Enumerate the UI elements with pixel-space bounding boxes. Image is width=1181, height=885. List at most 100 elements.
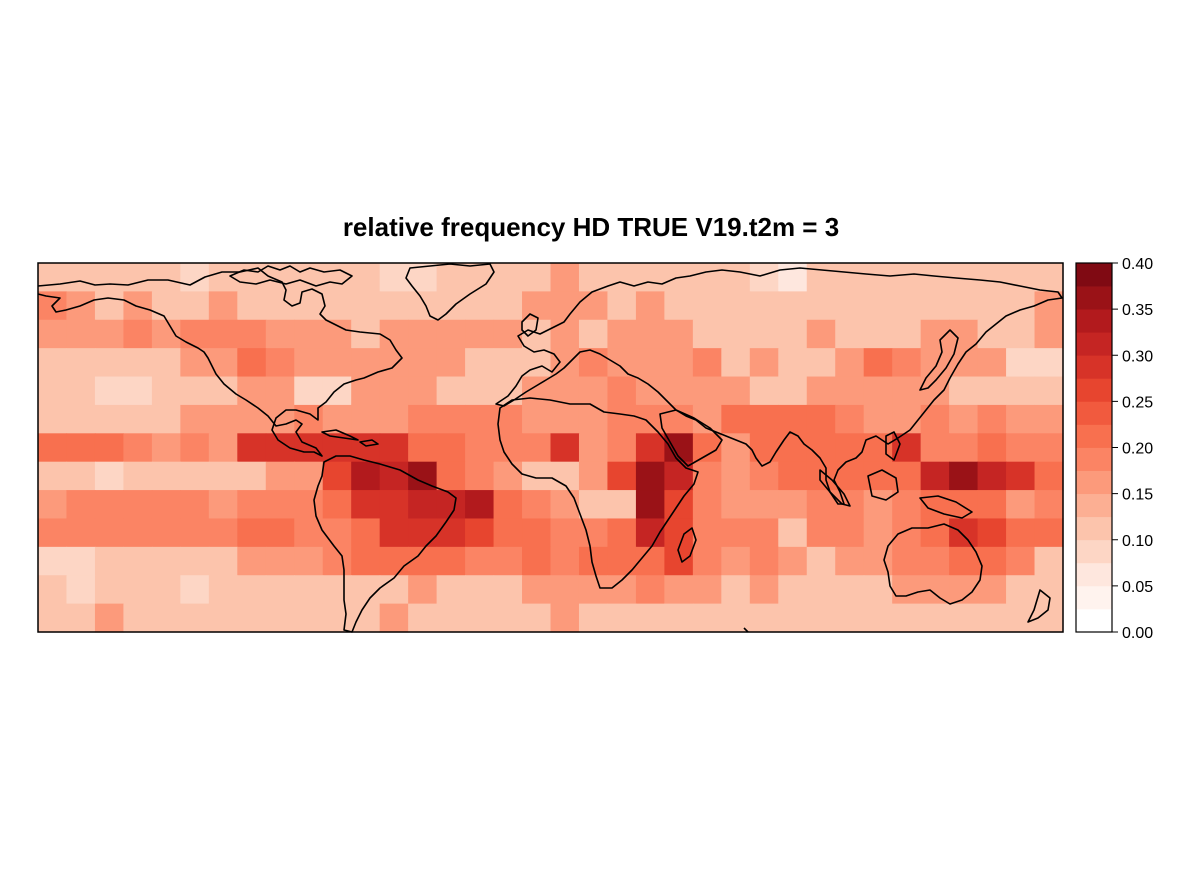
- heatmap-cell: [180, 490, 210, 520]
- heatmap-cell: [578, 546, 609, 576]
- heatmap-cell: [635, 603, 665, 633]
- heatmap-cell: [94, 263, 125, 292]
- heatmap-cell: [692, 490, 722, 520]
- heatmap-cell: [408, 546, 438, 576]
- heatmap-cell: [1006, 518, 1036, 548]
- heatmap-cell: [1006, 263, 1036, 292]
- heatmap-cell: [550, 263, 580, 292]
- coastline-australia: [883, 523, 983, 605]
- heatmap-cell: [151, 490, 181, 520]
- heatmap-cell: [180, 518, 210, 548]
- heatmap-cell: [635, 376, 665, 406]
- coastline-new-zealand: [1027, 589, 1051, 623]
- heatmap-cell: [379, 348, 409, 378]
- heatmap-cell: [977, 518, 1007, 548]
- heatmap-cell: [635, 348, 665, 378]
- heatmap-cell: [835, 263, 865, 292]
- colorbar-swatch: [1076, 608, 1112, 633]
- heatmap-cell: [607, 404, 637, 434]
- heatmap-cell: [664, 319, 694, 349]
- heatmap-cell: [1034, 291, 1064, 321]
- heatmap-cell: [607, 263, 637, 292]
- heatmap-cell: [1034, 518, 1064, 548]
- heatmap-cell: [123, 319, 153, 349]
- heatmap-cell: [1006, 461, 1036, 491]
- heatmap-cell: [151, 376, 181, 406]
- heatmap-cell: [408, 376, 438, 406]
- heatmap-cell: [322, 319, 352, 349]
- heatmap-cell: [550, 490, 580, 520]
- heatmap-cell: [351, 376, 381, 406]
- heatmap-cell: [721, 348, 751, 378]
- heatmap-cell: [493, 603, 523, 633]
- heatmap-cell: [778, 575, 808, 605]
- heatmap-cell: [977, 490, 1007, 520]
- heatmap-cell: [692, 603, 722, 633]
- heatmap-cell: [863, 319, 893, 349]
- heatmap-cell: [38, 348, 68, 378]
- heatmap-cell: [635, 263, 665, 292]
- heatmap-cell: [835, 603, 865, 633]
- heatmap-cell: [180, 461, 210, 491]
- heatmap-cell: [778, 291, 808, 321]
- heatmap-cell: [949, 546, 979, 576]
- heatmap-cell: [66, 490, 96, 520]
- heatmap-cell: [465, 461, 495, 491]
- heatmap-cell: [38, 603, 68, 633]
- heatmap-cell: [465, 348, 495, 378]
- colorbar-tick-label: 0.10: [1122, 533, 1153, 550]
- heatmap-cell: [38, 575, 68, 605]
- heatmap-cell: [493, 575, 523, 605]
- heatmap-cell: [1034, 461, 1064, 491]
- heatmap-cell: [892, 575, 922, 605]
- heatmap-cell: [578, 319, 609, 349]
- heatmap-cell: [151, 433, 181, 463]
- heatmap-cell: [835, 319, 865, 349]
- heatmap-cell: [835, 404, 865, 434]
- heatmap-cell: [180, 291, 210, 321]
- heatmap-cell: [607, 490, 637, 520]
- heatmap-cell: [38, 461, 68, 491]
- heatmap-cell: [123, 546, 153, 576]
- heatmap-cell: [294, 348, 324, 378]
- heatmap-cell: [123, 348, 153, 378]
- heatmap-cell: [208, 603, 238, 633]
- heatmap-cell: [892, 518, 922, 548]
- heatmap-cell: [408, 575, 438, 605]
- colorbar-tick-label: 0.30: [1122, 348, 1153, 365]
- heatmap-cell: [151, 291, 181, 321]
- heatmap-cell: [294, 319, 324, 349]
- colorbar: 0.00 0.05 0.10 0.15 0.20 0.25 0.30 0.35 0.40: [1075, 256, 1153, 642]
- heatmap-cell: [379, 490, 409, 520]
- heatmap-cell: [550, 348, 580, 378]
- heatmap-cell: [949, 603, 979, 633]
- heatmap-cell: [749, 263, 779, 292]
- heatmap-cell: [749, 319, 779, 349]
- heatmap-cell: [294, 490, 324, 520]
- heatmap-cell: [721, 603, 751, 633]
- heatmap-cell: [1034, 319, 1064, 349]
- coastline-philippines: [885, 431, 901, 461]
- heatmap-cell: [692, 263, 722, 292]
- heatmap-cell: [123, 404, 153, 434]
- heatmap-cell: [436, 518, 466, 548]
- heatmap-cell: [949, 518, 979, 548]
- heatmap-cell: [493, 518, 523, 548]
- heatmap-cell: [151, 603, 181, 633]
- heatmap-cell: [977, 433, 1007, 463]
- heatmap-cell: [1006, 433, 1036, 463]
- heatmap-cell: [920, 546, 950, 576]
- heatmap-cell: [66, 461, 96, 491]
- heatmap-cell: [493, 291, 523, 321]
- coastlines: [37, 263, 1063, 633]
- heatmap-cell: [66, 263, 96, 292]
- heatmap-cell: [550, 603, 580, 633]
- coastline-new-guinea: [919, 495, 973, 519]
- heatmap-cell: [949, 461, 979, 491]
- heatmap-cell: [749, 603, 779, 633]
- colorbar-tick-label: 0.40: [1122, 256, 1153, 273]
- heatmap-cell: [208, 433, 238, 463]
- heatmap-cell: [408, 319, 438, 349]
- heatmap-cell: [749, 518, 779, 548]
- heatmap-cell: [920, 518, 950, 548]
